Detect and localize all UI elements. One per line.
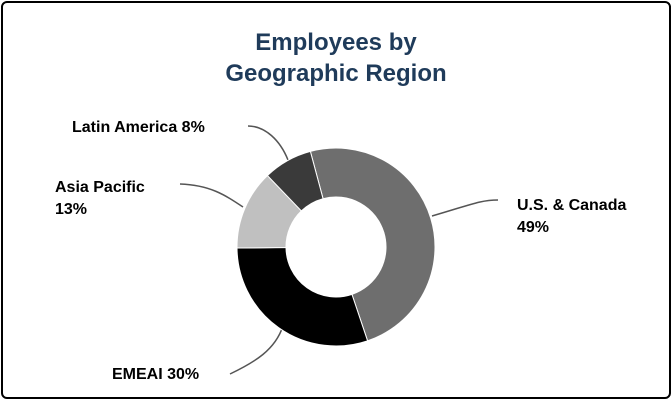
label-value: 8% xyxy=(181,119,205,136)
label-category: EMEAI xyxy=(112,366,163,383)
label-category: U.S. & Canada xyxy=(517,197,627,214)
data-label: U.S. & Canada 49% xyxy=(517,195,629,239)
chart-title: Employees by Geographic Region xyxy=(225,29,447,87)
label-value: 13% xyxy=(55,201,88,218)
data-label: Latin America 8% xyxy=(72,117,242,139)
leader-line xyxy=(229,325,284,375)
leader-line xyxy=(431,199,499,217)
donut xyxy=(236,147,436,347)
leader-line xyxy=(247,125,289,161)
label-value: 49% xyxy=(517,219,550,236)
label-category: Asia Pacific xyxy=(55,179,145,196)
data-label: Asia Pacific 13% xyxy=(55,177,145,221)
donut-slice xyxy=(236,247,369,347)
donut-slice xyxy=(266,150,324,212)
leader-lines xyxy=(179,125,499,375)
label-value: 30% xyxy=(167,366,200,383)
data-label: EMEAI 30% xyxy=(112,364,252,386)
leader-line xyxy=(179,183,244,208)
label-category: Latin America xyxy=(72,119,178,136)
donut-slice xyxy=(309,147,436,342)
